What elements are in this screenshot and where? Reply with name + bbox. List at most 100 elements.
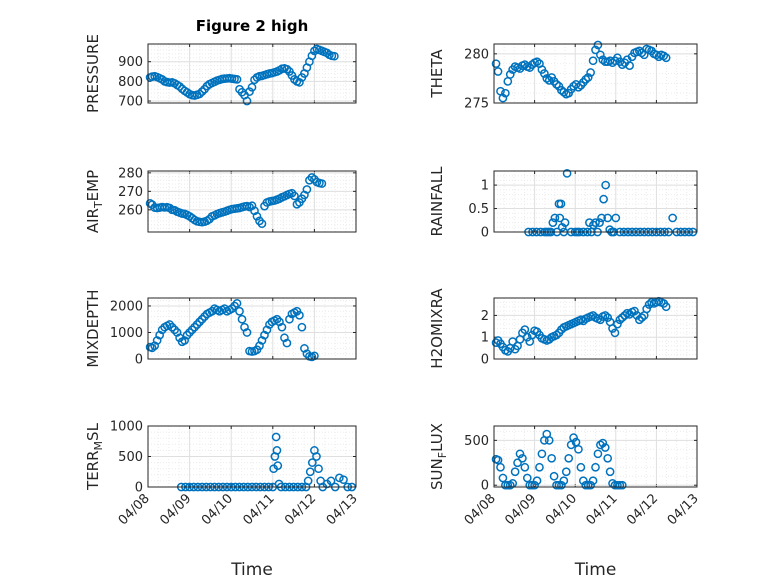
- y-axis-label: RAINFALL: [428, 166, 446, 237]
- y-tick-label: 1000: [110, 326, 143, 341]
- data-point: [617, 313, 627, 322]
- data-point: [605, 56, 615, 66]
- y-tick-label: 1: [481, 179, 489, 194]
- data-point: [552, 330, 561, 340]
- data-point: [560, 218, 570, 227]
- data-point: [513, 458, 522, 468]
- data-point: [232, 298, 242, 308]
- data-point: [557, 480, 566, 490]
- y-tick-label: 700: [118, 95, 143, 110]
- y-tick-label: 260: [118, 203, 143, 218]
- figure-title: Figure 2 high: [196, 17, 309, 35]
- data-point: [167, 322, 177, 332]
- data-point: [295, 78, 304, 87]
- y-tick-label: 270: [118, 185, 143, 200]
- data-point: [185, 328, 194, 337]
- x-tick-label: 04/12: [624, 491, 661, 528]
- data-point: [586, 68, 595, 77]
- data-point: [197, 87, 207, 96]
- y-tick-label: 275: [464, 97, 489, 112]
- data-point: [532, 57, 542, 67]
- data-point: [272, 314, 282, 324]
- data-point: [544, 436, 554, 445]
- data-point: [339, 475, 348, 485]
- data-point: [282, 64, 292, 74]
- data-point: [170, 325, 179, 335]
- data-point: [617, 480, 627, 490]
- data-point: [634, 315, 644, 325]
- x-tick-label: 04/09: [502, 491, 539, 528]
- data-point: [530, 480, 539, 490]
- data-point: [522, 332, 532, 342]
- data-point: [190, 322, 199, 332]
- subplot-5: 0 1000 2000 MIXDEPTH: [84, 289, 357, 368]
- y-axis-label: H2OMIXRA: [428, 288, 446, 369]
- data-point: [282, 338, 292, 348]
- subplot-7: 0 500 1000 TERRMSL 04/08 04/09 04/10 04/11 04/12…: [84, 420, 361, 581]
- x-tick-label: 04/10: [199, 491, 236, 528]
- data-point: [661, 53, 671, 63]
- data-point: [335, 473, 344, 483]
- y-tick-label: 0.5: [468, 202, 489, 217]
- x-tick-label: 04/08: [116, 491, 153, 528]
- y-tick-label: 2000: [110, 299, 143, 314]
- data-point: [187, 325, 197, 335]
- data-point: [605, 467, 615, 477]
- data-point: [520, 325, 530, 334]
- data-point: [561, 467, 571, 477]
- x-axis-label: Time: [574, 560, 617, 580]
- data-point: [501, 88, 510, 98]
- data-point: [273, 461, 283, 470]
- data-point: [515, 449, 525, 459]
- y-tick-label: 0: [481, 226, 489, 241]
- data-point: [535, 462, 544, 472]
- y-axis-label: SUNFLUX: [428, 423, 449, 490]
- data-point: [242, 328, 252, 337]
- subplot-3: 260 270 280 AIRTEMP: [84, 166, 357, 233]
- data-point: [598, 438, 608, 448]
- data-point: [290, 191, 299, 201]
- data-point: [556, 199, 566, 209]
- x-tick-label: 04/10: [543, 491, 580, 528]
- data-point: [182, 330, 192, 340]
- data-point: [588, 476, 598, 486]
- data-point: [661, 302, 671, 312]
- axes-box: [493, 170, 698, 233]
- data-point: [583, 73, 593, 82]
- data-point: [552, 79, 561, 89]
- data-point: [608, 324, 617, 333]
- data-point: [271, 432, 281, 442]
- subplot-2: 275 280 THETA: [428, 40, 698, 112]
- data-point: [312, 452, 321, 461]
- y-tick-label: 2: [481, 309, 489, 324]
- data-point: [549, 471, 559, 481]
- data-point: [555, 213, 565, 223]
- data-point: [505, 70, 515, 79]
- data-point: [581, 75, 591, 84]
- y-tick-label: 800: [118, 75, 143, 90]
- data-point: [550, 213, 560, 223]
- data-point: [603, 313, 613, 322]
- y-axis-label: TERRMSL: [84, 422, 105, 491]
- data-point: [242, 96, 252, 106]
- axes-box: [147, 297, 357, 360]
- data-point: [245, 87, 254, 96]
- data-point: [195, 317, 204, 327]
- axes-box: [493, 43, 698, 104]
- data-point: [227, 304, 237, 313]
- data-point: [659, 51, 669, 61]
- data-point: [576, 462, 586, 472]
- data-point: [539, 69, 549, 78]
- data-point: [574, 82, 583, 92]
- data-point: [625, 61, 634, 70]
- y-tick-label: 1: [481, 331, 489, 346]
- data-point: [611, 213, 621, 223]
- data-point: [192, 320, 202, 329]
- data-point: [247, 201, 257, 211]
- data-point: [518, 453, 527, 463]
- data-point: [277, 322, 287, 332]
- data-point: [586, 480, 595, 490]
- data-point: [303, 476, 313, 486]
- data-point: [637, 313, 647, 322]
